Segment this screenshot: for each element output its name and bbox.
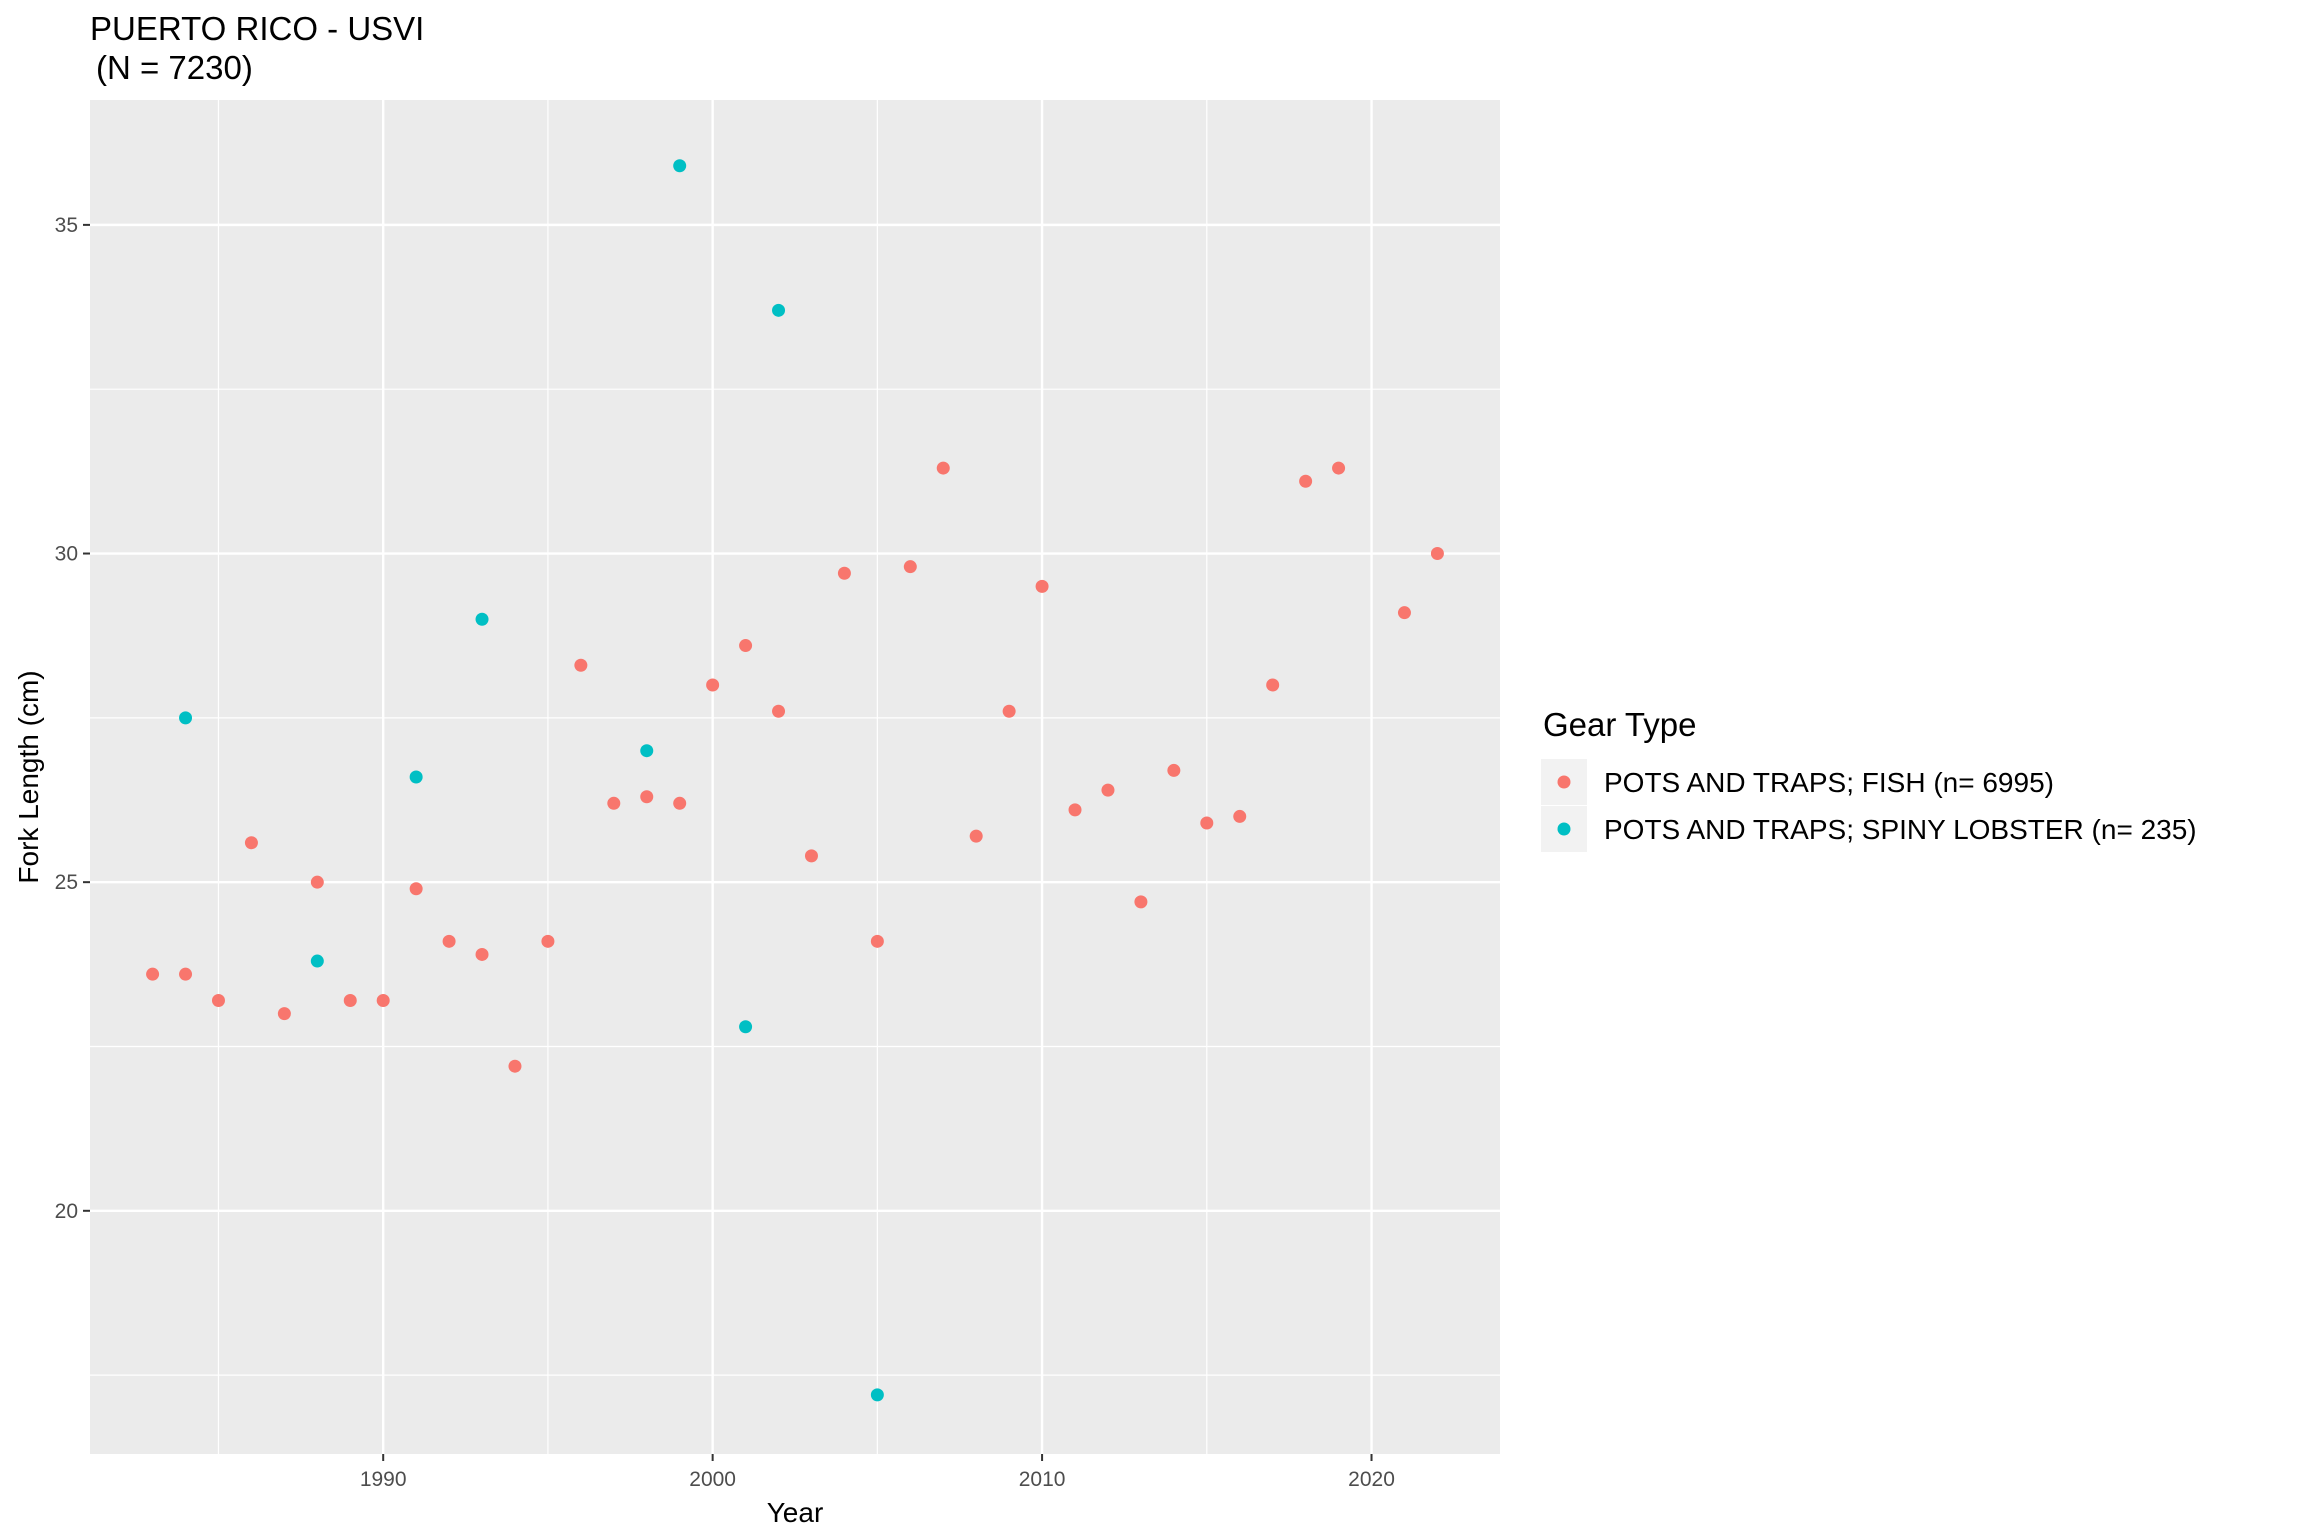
data-point-series-1 <box>673 159 687 173</box>
data-point-series-0 <box>1430 547 1444 561</box>
y-tick-label: 30 <box>55 543 78 566</box>
data-point-series-0 <box>1266 678 1280 692</box>
legend: Gear Type POTS AND TRAPS; FISH (n= 6995)… <box>1541 706 2197 852</box>
data-point-series-0 <box>1101 783 1115 797</box>
data-point-series-0 <box>640 790 654 804</box>
data-point-series-0 <box>211 993 225 1007</box>
data-point-series-0 <box>607 796 621 810</box>
data-point-series-0 <box>574 658 588 672</box>
data-point-series-0 <box>804 849 818 863</box>
data-point-series-0 <box>1167 763 1181 777</box>
data-point-series-0 <box>739 639 753 653</box>
data-point-series-0 <box>1035 579 1049 593</box>
data-point-series-0 <box>508 1059 522 1073</box>
data-point-series-0 <box>1332 461 1346 475</box>
x-tick-label: 2000 <box>689 1468 736 1491</box>
data-point-series-0 <box>1134 895 1148 909</box>
data-point-series-0 <box>1233 809 1247 823</box>
x-tick-label: 2020 <box>1348 1468 1395 1491</box>
x-tick-label: 2010 <box>1019 1468 1066 1491</box>
data-point-series-0 <box>1299 474 1313 488</box>
data-point-series-0 <box>146 967 160 981</box>
x-axis-ticks: 1990 2000 2010 2020 <box>360 1454 1395 1491</box>
chart-title: PUERTO RICO - USVI <box>90 10 424 47</box>
data-point-series-0 <box>475 947 489 961</box>
plot-panel <box>90 100 1500 1454</box>
data-point-series-0 <box>409 882 423 896</box>
data-point-series-0 <box>442 934 456 948</box>
legend-key-marker <box>1557 822 1571 836</box>
data-point-series-1 <box>739 1020 753 1034</box>
data-point-series-1 <box>870 1388 884 1402</box>
data-point-series-1 <box>640 744 654 758</box>
x-axis-title: Year <box>767 1497 824 1528</box>
data-point-series-0 <box>1002 704 1016 718</box>
y-tick-label: 20 <box>55 1200 78 1223</box>
y-tick-label: 25 <box>55 871 78 894</box>
data-point-series-0 <box>706 678 720 692</box>
y-tick-label: 35 <box>55 214 78 237</box>
data-point-series-0 <box>903 560 917 574</box>
data-point-series-0 <box>837 566 851 580</box>
data-point-series-0 <box>376 993 390 1007</box>
data-point-series-0 <box>1397 606 1411 620</box>
legend-label: POTS AND TRAPS; FISH (n= 6995) <box>1604 767 2054 798</box>
y-axis-ticks: 20 25 30 35 <box>55 214 90 1223</box>
data-point-series-0 <box>673 796 687 810</box>
chart-subtitle: (N = 7230) <box>96 49 253 86</box>
data-point-series-0 <box>277 1007 291 1021</box>
data-point-series-0 <box>936 461 950 475</box>
data-point-series-1 <box>179 711 193 725</box>
data-point-series-0 <box>179 967 193 981</box>
legend-title: Gear Type <box>1543 706 1696 743</box>
data-points <box>146 159 1444 1402</box>
data-point-series-1 <box>772 303 786 317</box>
data-point-series-0 <box>969 829 983 843</box>
data-point-series-0 <box>1200 816 1214 830</box>
data-point-series-0 <box>1068 803 1082 817</box>
data-point-series-1 <box>409 770 423 784</box>
major-gridlines <box>90 100 1500 1454</box>
legend-label: POTS AND TRAPS; SPINY LOBSTER (n= 235) <box>1604 814 2197 845</box>
minor-gridlines <box>90 100 1500 1454</box>
data-point-series-1 <box>310 954 324 968</box>
y-axis-title: Fork Length (cm) <box>13 670 44 883</box>
data-point-series-1 <box>475 612 489 626</box>
data-point-series-0 <box>772 704 786 718</box>
data-point-series-0 <box>541 934 555 948</box>
data-point-series-0 <box>310 875 324 889</box>
x-tick-label: 1990 <box>360 1468 407 1491</box>
data-point-series-0 <box>870 934 884 948</box>
data-point-series-0 <box>343 993 357 1007</box>
data-point-series-0 <box>244 836 258 850</box>
legend-key-marker <box>1557 775 1571 789</box>
